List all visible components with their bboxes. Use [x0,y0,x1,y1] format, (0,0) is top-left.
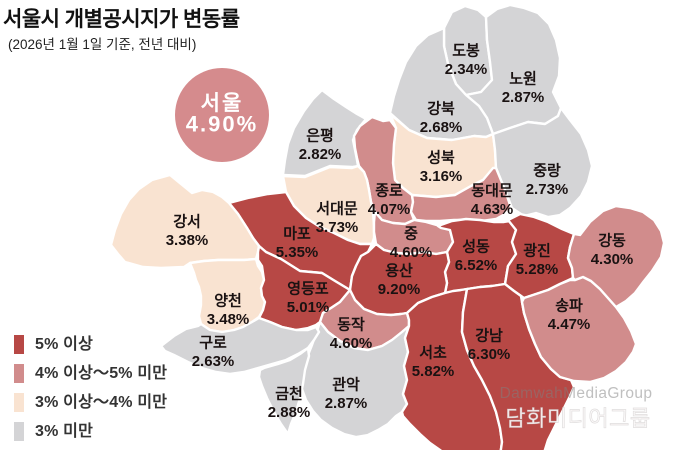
svg-text:노원: 노원 [509,71,537,88]
svg-text:서대문: 서대문 [316,201,358,218]
svg-text:구로: 구로 [199,335,227,352]
svg-text:4.30%: 4.30% [591,251,634,268]
svg-text:도봉: 도봉 [452,43,480,60]
svg-text:용산: 용산 [385,263,413,280]
svg-text:송파: 송파 [555,298,583,315]
svg-text:담화미디어그룹: 담화미디어그룹 [505,406,650,431]
svg-text:3.73%: 3.73% [316,219,359,236]
svg-text:2.82%: 2.82% [299,146,342,163]
svg-text:3.48%: 3.48% [207,311,250,328]
svg-text:4.63%: 4.63% [471,201,514,218]
svg-text:2.87%: 2.87% [502,89,545,106]
svg-text:5.35%: 5.35% [276,244,319,261]
svg-text:4.60%: 4.60% [330,335,373,352]
svg-text:4.07%: 4.07% [368,201,411,218]
svg-text:성북: 성북 [427,149,455,167]
svg-text:중: 중 [404,226,418,243]
svg-text:관악: 관악 [332,376,360,394]
svg-text:2.88%: 2.88% [268,404,311,421]
svg-text:강북: 강북 [427,100,455,118]
svg-text:강동: 강동 [598,232,626,250]
svg-text:은평: 은평 [306,127,334,145]
svg-text:5.82%: 5.82% [412,363,455,380]
svg-text:2.87%: 2.87% [325,395,368,412]
svg-text:2.34%: 2.34% [445,61,488,78]
svg-text:4.60%: 4.60% [390,244,433,261]
svg-text:서울: 서울 [201,92,244,115]
svg-text:3.38%: 3.38% [166,232,209,249]
svg-text:4.47%: 4.47% [548,316,591,333]
svg-text:서초: 서초 [419,345,447,362]
svg-text:2.68%: 2.68% [420,119,463,136]
svg-text:강서: 강서 [173,213,201,231]
svg-text:DamwahMediaGroup: DamwahMediaGroup [500,385,653,402]
svg-text:종로: 종로 [375,183,403,200]
svg-text:6.52%: 6.52% [455,257,498,274]
svg-text:강남: 강남 [475,327,503,345]
svg-text:5.28%: 5.28% [516,261,559,278]
svg-text:영등포: 영등포 [287,280,329,298]
svg-text:중랑: 중랑 [533,162,561,180]
svg-text:4.90%: 4.90% [186,112,258,137]
svg-text:동작: 동작 [337,316,365,334]
svg-text:6.30%: 6.30% [468,346,511,363]
svg-text:양천: 양천 [214,292,242,310]
svg-text:마포: 마포 [283,226,311,243]
svg-text:9.20%: 9.20% [378,281,421,298]
svg-text:2.73%: 2.73% [526,181,569,198]
svg-text:5.01%: 5.01% [287,299,330,316]
svg-text:2.63%: 2.63% [192,353,235,370]
svg-text:금천: 금천 [275,385,303,403]
svg-text:광진: 광진 [523,242,551,260]
svg-text:성동: 성동 [462,238,490,256]
svg-text:동대문: 동대문 [471,183,513,200]
svg-text:3.16%: 3.16% [420,168,463,185]
